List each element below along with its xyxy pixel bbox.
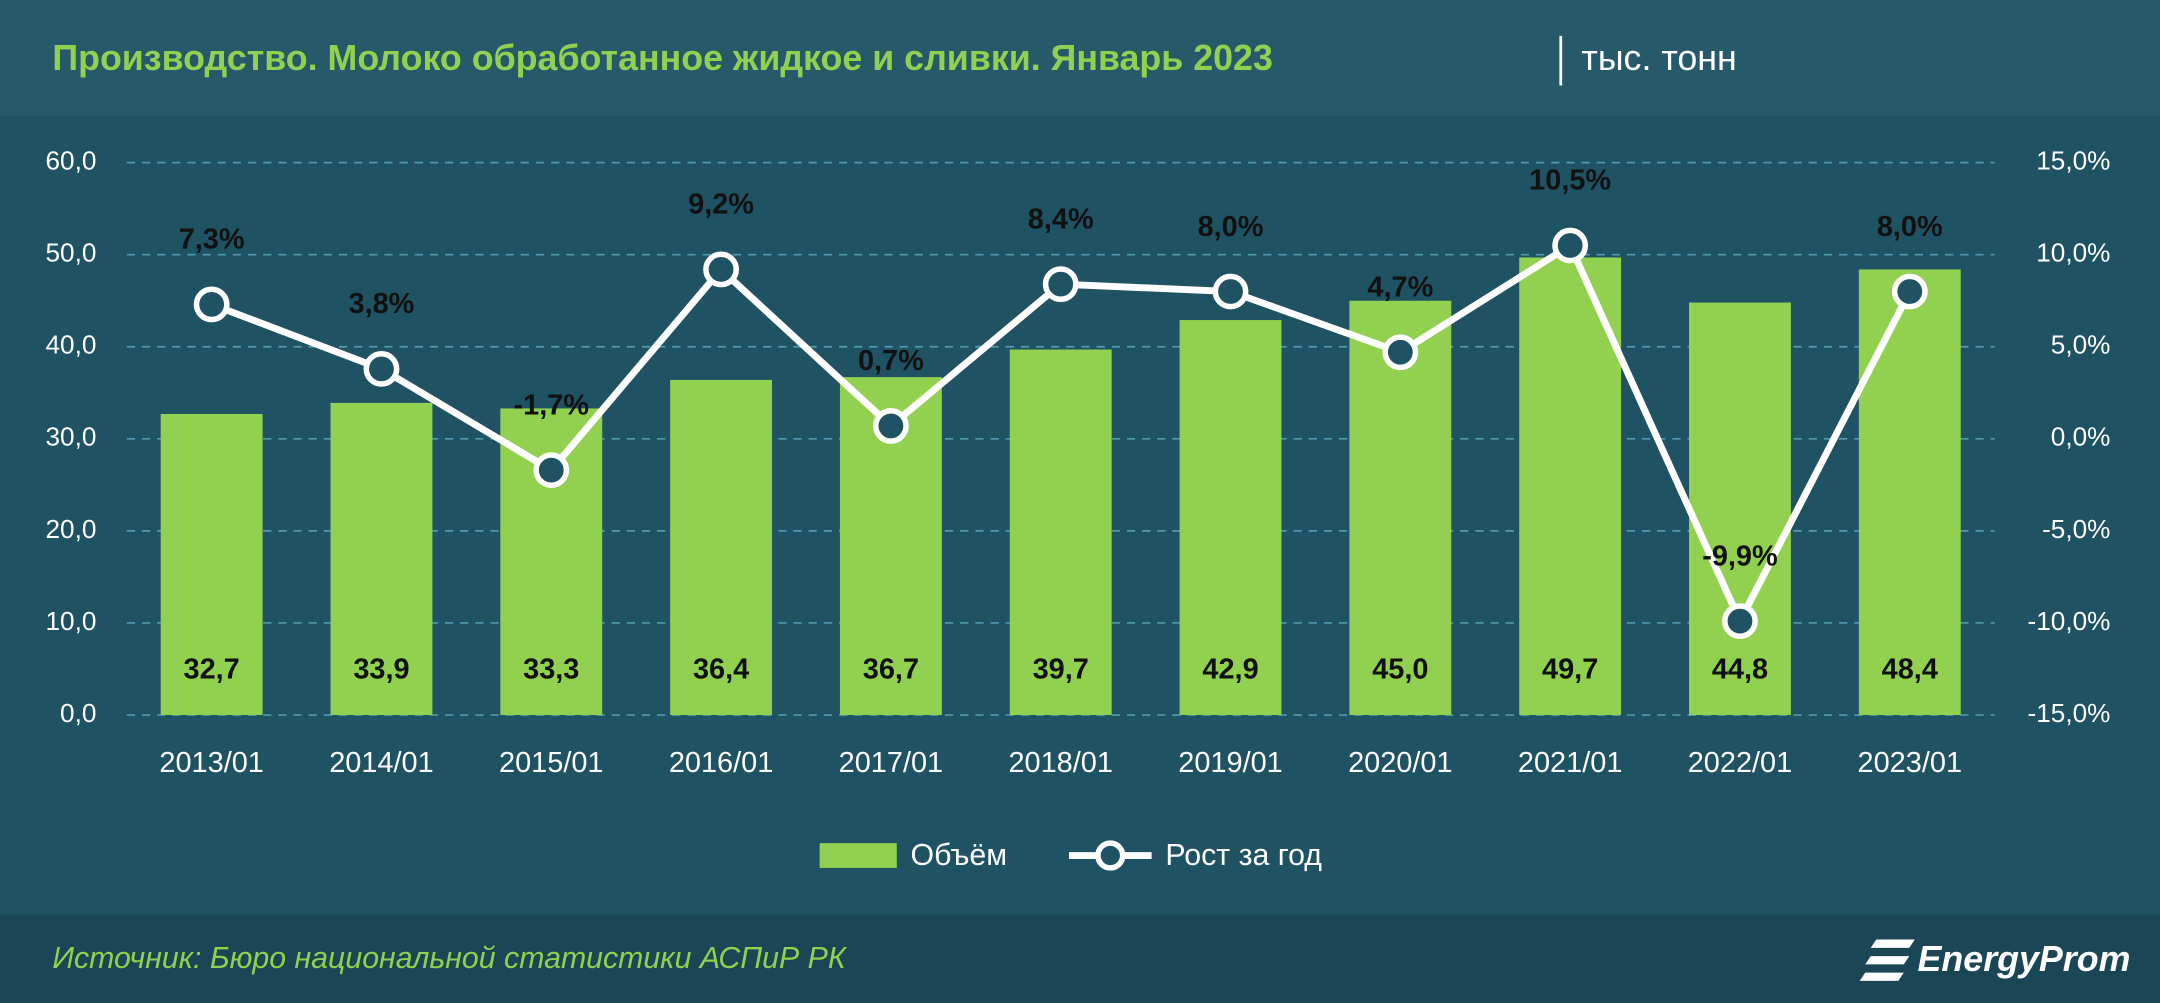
x-tick-label: 2013/01 [159, 747, 264, 779]
y2-tick-label: 5,0% [2051, 330, 2111, 360]
bar-value-label: 48,4 [1882, 654, 1938, 686]
logo: EnergyProm [1859, 939, 2131, 981]
bar [1858, 269, 1961, 716]
line-point [703, 251, 739, 288]
y-tick-label: 20,0 [46, 514, 97, 544]
x-tick-label: 2017/01 [839, 747, 943, 779]
x-tick-label: 2018/01 [1008, 747, 1113, 779]
bar [1519, 257, 1622, 716]
line-value-label: 4,7% [1367, 272, 1433, 304]
bar-value-label: 36,4 [693, 654, 749, 686]
x-tick-label: 2020/01 [1348, 747, 1453, 779]
bar-value-label: 32,7 [184, 654, 240, 686]
x-tick-label: 2021/01 [1518, 747, 1623, 779]
line-value-label: 10,5% [1529, 165, 1611, 197]
line-point [872, 408, 909, 444]
bar-value-label: 39,7 [1033, 654, 1089, 686]
bar-value-label: 45,0 [1372, 654, 1428, 686]
bar [330, 402, 433, 716]
line-point [533, 452, 570, 489]
bar [1009, 349, 1112, 716]
bar-value-label: 44,8 [1712, 654, 1768, 686]
x-tick-label: 2022/01 [1688, 747, 1793, 779]
y2-tick-label: -15,0% [2028, 698, 2111, 728]
line-point [1891, 273, 1928, 310]
line-value-label: 0,7% [858, 345, 924, 377]
bar-value-label: 42,9 [1202, 654, 1258, 686]
logo-icon [1859, 939, 1915, 981]
y-tick-label: 40,0 [46, 330, 97, 360]
line-value-label: 8,0% [1198, 211, 1264, 243]
line-point [1552, 227, 1589, 264]
bar-value-label: 33,9 [353, 654, 409, 686]
legend-swatch-marker [1095, 840, 1126, 871]
bar-value-label: 33,3 [523, 654, 579, 686]
line-point [1042, 266, 1079, 303]
y2-tick-label: 15,0% [2036, 146, 2110, 176]
y-tick-label: 60,0 [46, 146, 97, 176]
y-tick-label: 30,0 [46, 422, 97, 452]
line-value-label: -9,9% [1702, 540, 1778, 572]
bar-value-label: 36,7 [863, 654, 919, 686]
bar-value-label: 49,7 [1542, 654, 1598, 686]
y2-tick-label: -5,0% [2042, 514, 2110, 544]
line-value-label: 9,2% [688, 189, 754, 221]
legend-label: Рост за год [1165, 839, 1322, 872]
line-point [363, 350, 400, 387]
y-tick-label: 10,0 [46, 606, 97, 636]
chart-title: Производство. Молоко обработанное жидкое… [52, 38, 1273, 78]
x-tick-label: 2023/01 [1858, 747, 1963, 779]
y2-tick-label: -10,0% [2028, 606, 2111, 636]
y-tick-label: 50,0 [46, 238, 97, 268]
legend-label: Объём [911, 839, 1008, 872]
line-value-label: -1,7% [514, 389, 590, 421]
line-point [1382, 334, 1419, 371]
x-tick-label: 2015/01 [499, 747, 604, 779]
line-value-label: 8,4% [1028, 203, 1094, 235]
bar [1179, 320, 1282, 716]
chart-subtitle: тыс. тонн [1581, 38, 1736, 78]
line-point [193, 286, 230, 323]
line-value-label: 3,8% [349, 288, 415, 320]
bar [160, 413, 263, 716]
header-band [0, 0, 2160, 116]
logo-text: EnergyProm [1918, 939, 2131, 979]
line-point [1722, 603, 1758, 640]
x-tick-label: 2019/01 [1178, 747, 1283, 779]
footer-band [0, 914, 2160, 1003]
bar [670, 379, 773, 716]
line-value-label: 7,3% [179, 224, 245, 256]
x-tick-label: 2016/01 [669, 747, 774, 779]
line-value-label: 8,0% [1877, 211, 1943, 243]
source: Источник: Бюро национальной статистики А… [52, 942, 848, 975]
y2-tick-label: 0,0% [2051, 422, 2111, 452]
bar [1689, 302, 1791, 716]
line-point [1212, 273, 1249, 310]
y2-tick-label: 10,0% [2036, 238, 2110, 268]
legend-swatch [819, 843, 897, 868]
x-tick-label: 2014/01 [329, 747, 434, 779]
y-tick-label: 0,0 [60, 698, 96, 728]
